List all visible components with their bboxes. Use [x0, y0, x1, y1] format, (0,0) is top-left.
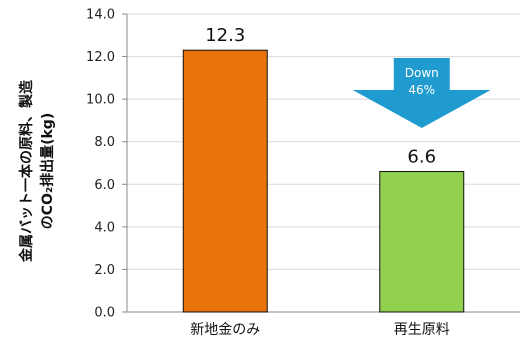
category-label: 新地金のみ [190, 322, 260, 338]
y-tick-label: 12.0 [86, 50, 115, 65]
bar [379, 171, 465, 313]
y-tick-label: 4.0 [94, 220, 115, 235]
annotation-text: 46% [408, 83, 435, 97]
y-axis-label-line-2: のCO₂排出量(kg) [39, 113, 56, 229]
data-labels: 12.3 6.6 [205, 25, 436, 167]
category-label: 再生原料 [394, 322, 450, 338]
y-tick-label: 0.0 [94, 306, 115, 321]
y-tick-label: 10.0 [86, 93, 115, 108]
y-tick-label: 6.0 [94, 178, 115, 193]
annotation-text: Down [405, 66, 439, 80]
down-annotation: Down 46% [352, 58, 491, 128]
y-tick-label: 2.0 [94, 263, 115, 278]
y-tick-label: 14.0 [86, 8, 115, 23]
y-tick-label: 8.0 [94, 135, 115, 150]
y-axis-ticks: 0.0 2.0 4.0 6.0 8.0 10.0 12.0 14.0 [86, 8, 127, 321]
bar [182, 49, 268, 313]
y-axis-label: 金属バット一本の原料、製造 のCO₂排出量(kg) [18, 80, 56, 263]
category-labels: 新地金のみ 再生原料 [190, 322, 450, 338]
down-arrow [352, 58, 491, 128]
data-label: 6.6 [407, 147, 436, 168]
bars [182, 49, 465, 313]
data-label: 12.3 [205, 25, 245, 46]
y-axis-label-line-1: 金属バット一本の原料、製造 [18, 80, 35, 263]
